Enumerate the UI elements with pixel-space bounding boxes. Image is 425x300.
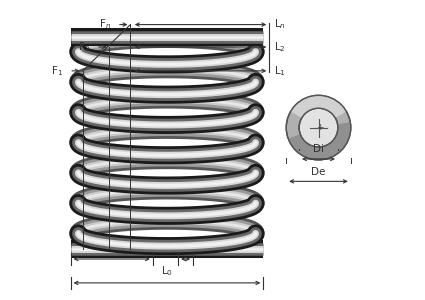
- Text: Di: Di: [313, 145, 324, 154]
- Wedge shape: [288, 122, 351, 160]
- Circle shape: [286, 95, 351, 160]
- Text: S$_n$: S$_n$: [105, 240, 118, 254]
- Text: F$_n$: F$_n$: [99, 18, 111, 32]
- Wedge shape: [291, 95, 346, 118]
- Text: L$_0$: L$_0$: [161, 264, 173, 278]
- Text: F$_2$: F$_2$: [78, 40, 90, 54]
- Text: L$_1$: L$_1$: [274, 64, 286, 78]
- Circle shape: [299, 108, 338, 147]
- Text: F$_1$: F$_1$: [51, 64, 63, 78]
- Text: +: +: [316, 122, 324, 131]
- Text: L$_2$: L$_2$: [274, 40, 286, 54]
- Text: d: d: [182, 244, 189, 254]
- Text: L$_n$: L$_n$: [274, 18, 286, 32]
- Text: De: De: [312, 167, 326, 177]
